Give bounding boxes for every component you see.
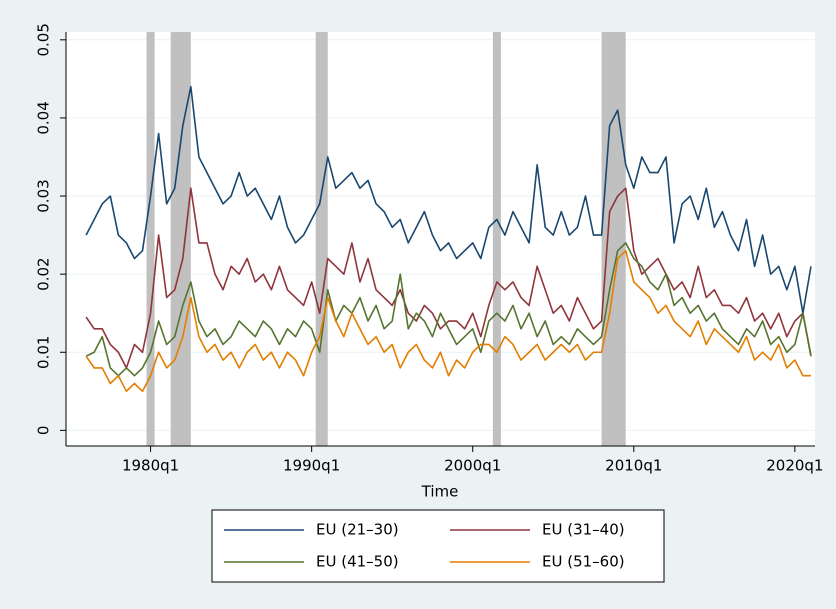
legend-box [211,509,665,583]
x-tick-label: 1990q1 [283,457,340,475]
x-tick-label: 2010q1 [605,457,662,475]
shaded-period [492,32,501,446]
shaded-period [170,32,191,446]
legend-label: EU (31–40) [542,521,625,539]
y-tick-label: 0.03 [35,179,53,212]
shaded-period [315,32,328,446]
shaded-period [146,32,155,446]
series-line [85,242,812,377]
shaded-period [601,32,626,446]
y-tick-label: 0.01 [35,336,53,369]
legend-label: EU (51–60) [542,553,625,571]
legend-label: EU (21–30) [316,521,399,539]
series-line [85,85,812,315]
x-tick-label: 2020q1 [766,457,823,475]
x-tick-label: 2000q1 [444,457,501,475]
series-line [85,249,811,393]
y-tick-label: 0.05 [35,23,53,56]
y-tick-label: 0 [35,426,53,436]
y-tick-label: 0.04 [35,101,53,134]
y-tick-label: 0.02 [35,257,53,290]
series-line [85,187,812,369]
x-tick-label: 1980q1 [122,457,179,475]
legend-label: EU (41–50) [316,553,399,571]
x-axis-title: Time [421,483,459,501]
